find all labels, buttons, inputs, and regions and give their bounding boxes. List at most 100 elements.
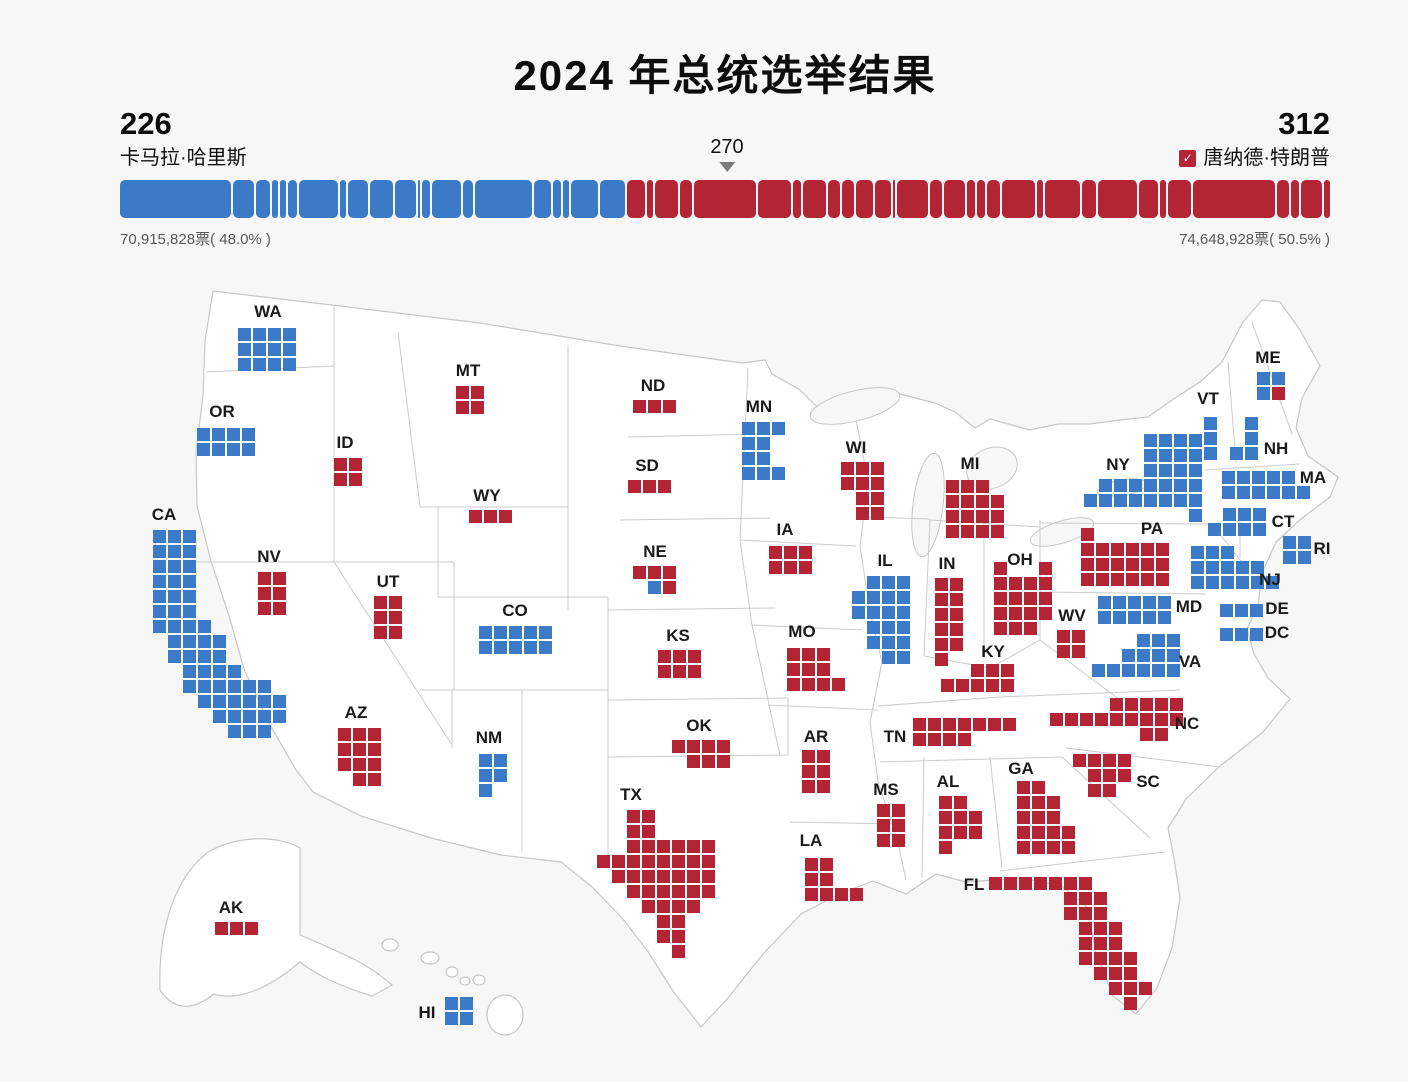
ev-cell-IL <box>897 636 910 649</box>
bar-segment-DC <box>271 180 279 218</box>
ev-cell-CA <box>213 635 226 648</box>
ev-cell-TX <box>687 885 700 898</box>
ev-cell-CA <box>168 590 181 603</box>
bar-segment-NE <box>977 180 986 218</box>
electoral-vote-bar <box>120 180 1331 218</box>
state-label-MT: MT <box>455 361 481 380</box>
ev-cell-OR <box>212 443 225 456</box>
ev-cell-IA <box>784 546 797 559</box>
ev-cell-WA <box>238 358 251 371</box>
bar-segment-CO <box>233 180 254 218</box>
ev-cell-IA <box>769 546 782 559</box>
ev-cell-CA <box>228 710 241 723</box>
ev-cell-CT <box>1208 523 1221 536</box>
ev-cell-CA <box>153 620 166 633</box>
ev-cell-TX <box>687 900 700 913</box>
winner-check-icon: ✓ <box>1179 149 1197 167</box>
ev-cell-MO <box>817 678 830 691</box>
ev-cell-AZ <box>338 728 351 741</box>
ev-cell-KS <box>673 665 686 678</box>
ev-cell-AZ <box>353 728 366 741</box>
bar-segment-MD <box>347 180 369 218</box>
ev-cell-PA <box>1081 573 1094 586</box>
ev-cell-WY <box>499 510 512 523</box>
ev-cell-MN <box>757 467 770 480</box>
ev-cell-UT <box>389 626 402 639</box>
ev-cell-TX <box>627 870 640 883</box>
state-label-WI: WI <box>845 438 867 457</box>
ev-cell-GA <box>1017 781 1030 794</box>
ev-cell-MI <box>991 495 1004 508</box>
ev-cell-SC <box>1088 784 1101 797</box>
ev-cell-IL <box>897 591 910 604</box>
ev-cell-CA <box>168 605 181 618</box>
bar-segment-GA <box>757 180 791 218</box>
ev-cell-TX <box>657 930 670 943</box>
ev-cell-MA <box>1267 471 1280 484</box>
ev-cell-FL <box>1049 877 1062 890</box>
ev-cell-TX <box>612 870 625 883</box>
ev-cell-OK <box>717 755 730 768</box>
bar-segment-SC <box>1139 180 1158 218</box>
ev-cell-IN <box>950 593 963 606</box>
ev-cell-MN <box>757 437 770 450</box>
ev-cell-MN <box>757 422 770 435</box>
ev-cell-CA <box>258 725 271 738</box>
ev-cell-WA <box>253 328 266 341</box>
ev-cell-MI <box>946 525 959 538</box>
ev-cell-OR <box>227 428 240 441</box>
ev-cell-WI <box>856 507 869 520</box>
ev-cell-MI <box>976 495 989 508</box>
ev-cell-NC <box>1140 698 1153 711</box>
ev-cell-TX <box>657 870 670 883</box>
ev-cell-WA <box>253 343 266 356</box>
bar-segment-KS <box>841 180 855 218</box>
ev-cell-FL <box>1079 952 1092 965</box>
rep-candidate-name: 唐纳德·特朗普 <box>1203 147 1330 169</box>
bar-segment-RI <box>552 180 562 218</box>
ev-cell-MI <box>991 525 1004 538</box>
bar-segment-HI <box>288 180 297 218</box>
ev-cell-OH <box>994 592 1007 605</box>
bar-segment-MS <box>930 180 943 218</box>
ev-cell-TX <box>627 840 640 853</box>
hawaii-island <box>459 976 471 986</box>
ev-cell-AL <box>939 826 952 839</box>
bar-segment-OK <box>1081 180 1097 218</box>
threshold-label: 270 <box>710 136 744 158</box>
ev-cell-MO <box>802 648 815 661</box>
state-label-IL: IL <box>877 551 893 570</box>
ev-cell-IN <box>950 623 963 636</box>
ev-cell-WI <box>841 462 854 475</box>
ev-cell-VA <box>1152 664 1165 677</box>
ev-cell-VA <box>1122 664 1135 677</box>
ev-cell-MI <box>946 495 959 508</box>
ev-cell-MA <box>1282 486 1295 499</box>
ev-cell-TX <box>657 900 670 913</box>
bar-segment-AL <box>626 180 646 218</box>
state-label-OH: OH <box>1007 550 1033 569</box>
ev-cell-NJ <box>1236 561 1249 574</box>
state-label-IA: IA <box>776 520 794 539</box>
ev-cell-IL <box>897 576 910 589</box>
dem-candidate-name: 卡马拉·哈里斯 <box>120 147 247 169</box>
ev-cell-SC <box>1103 784 1116 797</box>
ev-cell-AR <box>802 780 815 793</box>
ev-cell-CA <box>258 710 271 723</box>
ev-cell-CT <box>1223 508 1236 521</box>
ev-cell-MO <box>787 663 800 676</box>
ev-cell-WA <box>253 358 266 371</box>
ev-cell-CA <box>168 650 181 663</box>
state-label-LA: LA <box>799 831 823 850</box>
ev-cell-NC <box>1155 713 1168 726</box>
ev-cell-MS <box>877 819 890 832</box>
ev-cell-GA <box>1017 841 1030 854</box>
ev-cell-MA <box>1252 471 1265 484</box>
ev-cell-IN <box>935 623 948 636</box>
ev-cell-OH <box>1039 592 1052 605</box>
ev-cell-UT <box>374 611 387 624</box>
ev-cell-FL <box>1094 922 1107 935</box>
ev-cell-PA <box>1111 558 1124 571</box>
ev-cell-GA <box>1032 811 1045 824</box>
ev-cell-NJ <box>1206 546 1219 559</box>
